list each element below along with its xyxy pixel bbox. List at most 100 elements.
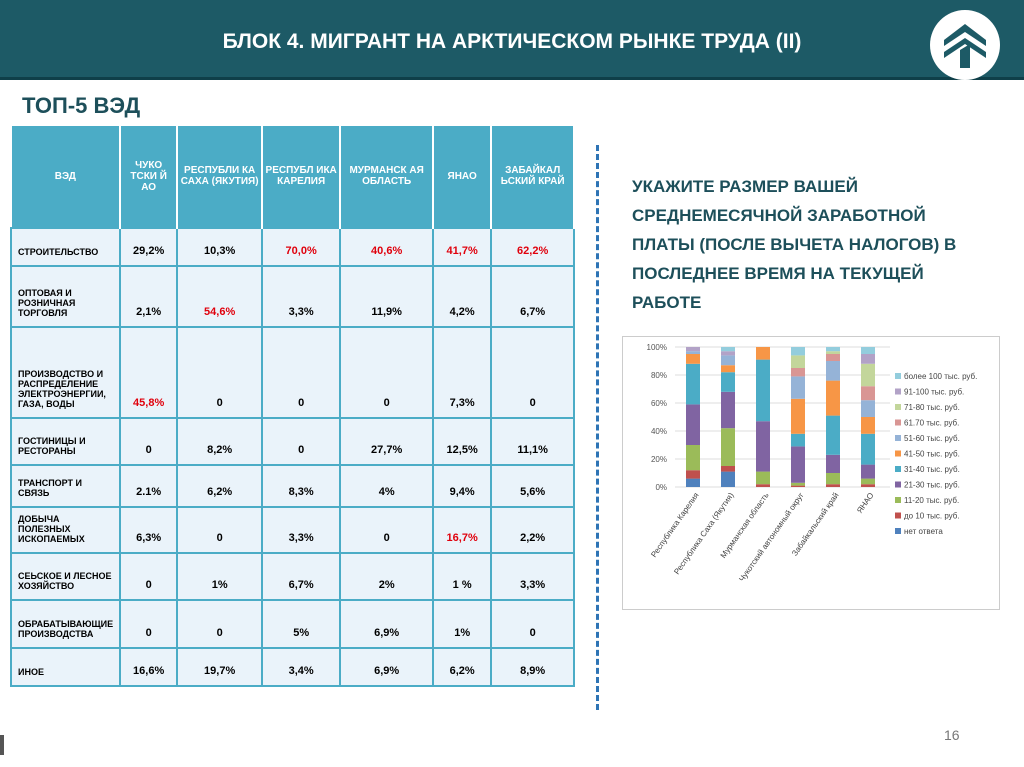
table-cell: 0 [176,505,264,554]
stacked-bar-chart: 0%20%40%60%80%100%Республика КарелияРесп… [647,343,978,583]
bar-segment [826,351,840,354]
table-cell: 0 [119,551,179,601]
legend-swatch [895,435,901,441]
industry-table: ВЭД ЧУКО ТСКИ Й АО РЕСПУБЛИ КА САХА (ЯКУТИ… [9,125,576,687]
table-cell: 41,7% [432,226,493,267]
x-tick-label: Республика Саха (Якутия) [672,491,736,576]
bar-segment [721,391,735,429]
table-row: СЕЬСКОЕ И ЛЕСНОЕ ХОЗЯЙСТВО 0 1% 6,7% 2% 1 % 3,… [9,551,576,601]
bar-segment [721,355,735,366]
bar-segment [861,400,875,417]
bar-segment [791,446,805,483]
left-edge-mark [0,735,4,755]
table-row: СТРОИТЕЛЬСТВО 29,2% 10,3% 70,0% 40,6% 41,7% 62… [9,226,576,267]
bar-segment [686,470,700,479]
bar-segment [826,361,840,381]
table-cell: 0 [176,325,264,419]
section-subtitle: ТОП-5 ВЭД [22,93,141,118]
table-cell: 0 [490,598,576,649]
bar-segment [861,417,875,434]
table-cell: 0 [339,505,435,554]
bar-segment [826,454,840,473]
bar-segment [826,380,840,416]
table-row: ОБРАБАТЫВАЮЩИЕ ПРОИЗВОДСТВА 0 0 5% 6,9% 1% 0 [9,598,576,649]
bar-segment [791,355,805,368]
table-cell: 6,7% [261,551,342,601]
table-cell: 6,2% [176,463,264,508]
table-cell: 8,2% [176,416,264,466]
bar-segment [756,359,770,422]
table-cell: 6,3% [119,505,179,554]
table-cell: 40,6% [339,226,435,267]
table-cell: 19,7% [176,646,264,687]
table-row: ГОСТИНИЦЫ И РЕСТОРАНЫ 0 8,2% 0 27,7% 12,5% 11,… [9,416,576,466]
bar-segment [861,484,875,487]
bar-segment [756,471,770,485]
table-cell: 0 [119,598,179,649]
legend-label: более 100 тыс. руб. [904,372,977,381]
legend-swatch [895,512,901,519]
dashed-divider [596,145,599,710]
table-row: ДОБЫЧА ПОЛЕЗНЫХ ИСКОПАЕМЫХ 6,3% 0 3,3% 0 16,7… [9,505,576,554]
bar-segment [861,478,875,485]
salary-chart: 0% 20% 40% 60% 80% 100% Республика Карелия Респ… [622,336,1000,610]
bar-segment [721,347,735,352]
y-tick-label: 40% [651,427,667,436]
column-header: ЗАБАЙКАЛ ЬСКИЙ КРАЙ [490,125,576,228]
bar-segment [686,404,700,445]
legend-label: 91-100 тыс. руб. [904,388,964,397]
bar-segment [861,433,875,465]
table-row: ПРОИЗВОДСТВО И РАСПРЕДЕЛЕНИЕ ЭЛЕКТРОЭНЕР… [9,325,576,419]
bar-segment [721,428,735,466]
legend-swatch [895,373,901,379]
bar-segment [826,473,840,485]
column-header: РЕСПУБЛИ КА САХА (ЯКУТИЯ) [176,125,264,228]
table-cell: 0 [261,416,342,466]
table-row: ТРАНСПОРТ И СВЯЗЬ 2.1% 6,2% 8,3% 4% 9,4% 5,6% [9,463,576,508]
table-cell: 1 % [432,551,493,601]
table-cell: 5% [261,598,342,649]
legend-label: 51-60 тыс. руб. [904,434,960,443]
table-cell: 0 [119,416,179,466]
table-row: ИНОЕ 16,6% 19,7% 3,4% 6,9% 6,2% 8,9% [9,646,576,687]
table-cell: 70,0% [261,226,342,267]
bar-segment [791,482,805,486]
table-cell: 2,1% [119,264,179,328]
row-label: СЕЬСКОЕ И ЛЕСНОЕ ХОЗЯЙСТВО [9,551,122,601]
table-cell: 6,9% [339,598,435,649]
bar-segment [791,433,805,447]
row-label: СТРОИТЕЛЬСТВО [9,226,122,267]
bar-segment [721,365,735,373]
table-cell: 5,6% [490,463,576,508]
bar-segment [686,478,700,487]
table-cell: 8,9% [490,646,576,687]
legend-label: до 10 тыс. руб. [904,512,960,521]
bar-segment [826,347,840,352]
table-cell: 2.1% [119,463,179,508]
bar-segment [686,445,700,471]
bar-segment [861,464,875,479]
table-cell: 0 [490,325,576,419]
bar-segment [791,398,805,434]
table-cell: 3,3% [490,551,576,601]
legend-swatch [895,450,901,457]
legend-swatch [895,481,901,488]
bar-segment [756,421,770,472]
legend-swatch [895,497,901,503]
y-tick-label: 20% [651,455,667,464]
bar-segment [826,415,840,455]
bar-segment [686,351,700,354]
table-cell: 2,2% [490,505,576,554]
logo-icon [944,24,986,68]
bar-segment [826,354,840,361]
table-cell: 10,3% [176,226,264,267]
table-cell: 0 [339,325,435,419]
slide-title: БЛОК 4. МИГРАНТ НА АРКТИЧЕСКОМ РЫНКЕ ТРУ… [222,30,802,53]
bar-segment [861,354,875,364]
bar-segment [861,386,875,401]
table-cell: 3,3% [261,505,342,554]
table-cell: 8,3% [261,463,342,508]
table-cell: 9,4% [432,463,493,508]
bar-segment [861,363,875,387]
table-cell: 62,2% [490,226,576,267]
